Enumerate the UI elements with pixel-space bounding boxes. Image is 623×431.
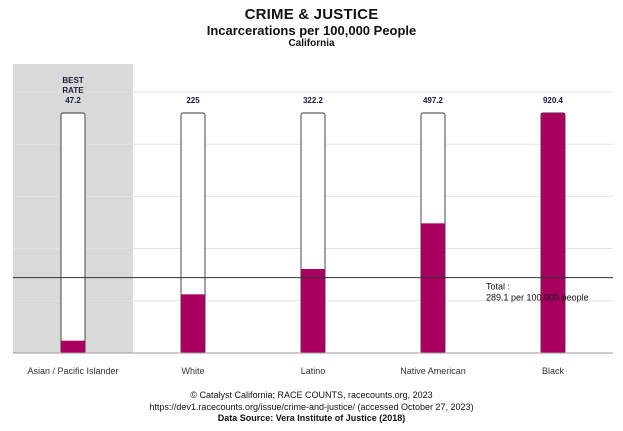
chart-header: CRIME & JUSTICE Incarcerations per 100,0… bbox=[0, 6, 623, 50]
bar-value-label: 920.4 bbox=[543, 96, 564, 105]
data-source: Data Source: Vera Institute of Justice (… bbox=[217, 413, 406, 423]
chart-footer: © Catalyst California; RACE COUNTS, race… bbox=[0, 390, 623, 425]
bar bbox=[421, 223, 445, 353]
x-tick-label: White bbox=[181, 366, 204, 376]
bar-outline bbox=[60, 112, 86, 354]
reference-label-value: 289.1 per 100,000 people bbox=[486, 293, 589, 303]
reference-label-title: Total : bbox=[486, 282, 510, 292]
bar bbox=[541, 113, 565, 353]
bar-value-label: 47.2 bbox=[65, 96, 81, 105]
chart-region: California bbox=[288, 38, 335, 49]
bar-value-label: 497.2 bbox=[423, 96, 444, 105]
x-tick-label: Native American bbox=[400, 366, 466, 376]
chart-subtitle: Incarcerations per 100,000 People bbox=[206, 23, 417, 38]
bar bbox=[181, 294, 205, 353]
x-tick-label: Latino bbox=[301, 366, 326, 376]
x-tick-label: Asian / Pacific Islander bbox=[27, 366, 118, 376]
bar bbox=[61, 340, 85, 353]
bar-value-label: 322.2 bbox=[303, 96, 324, 105]
credit-text: © Catalyst California; RACE COUNTS, race… bbox=[190, 390, 433, 400]
chart-title: CRIME & JUSTICE bbox=[244, 6, 379, 23]
source-url: https://dev1.racecounts.org/issue/crime-… bbox=[149, 401, 474, 412]
best-rate-label: BEST bbox=[62, 76, 83, 85]
bar bbox=[301, 268, 325, 353]
bar-value-label: 225 bbox=[186, 96, 200, 105]
x-tick-label: Black bbox=[542, 366, 565, 376]
best-rate-label: RATE bbox=[62, 86, 84, 95]
